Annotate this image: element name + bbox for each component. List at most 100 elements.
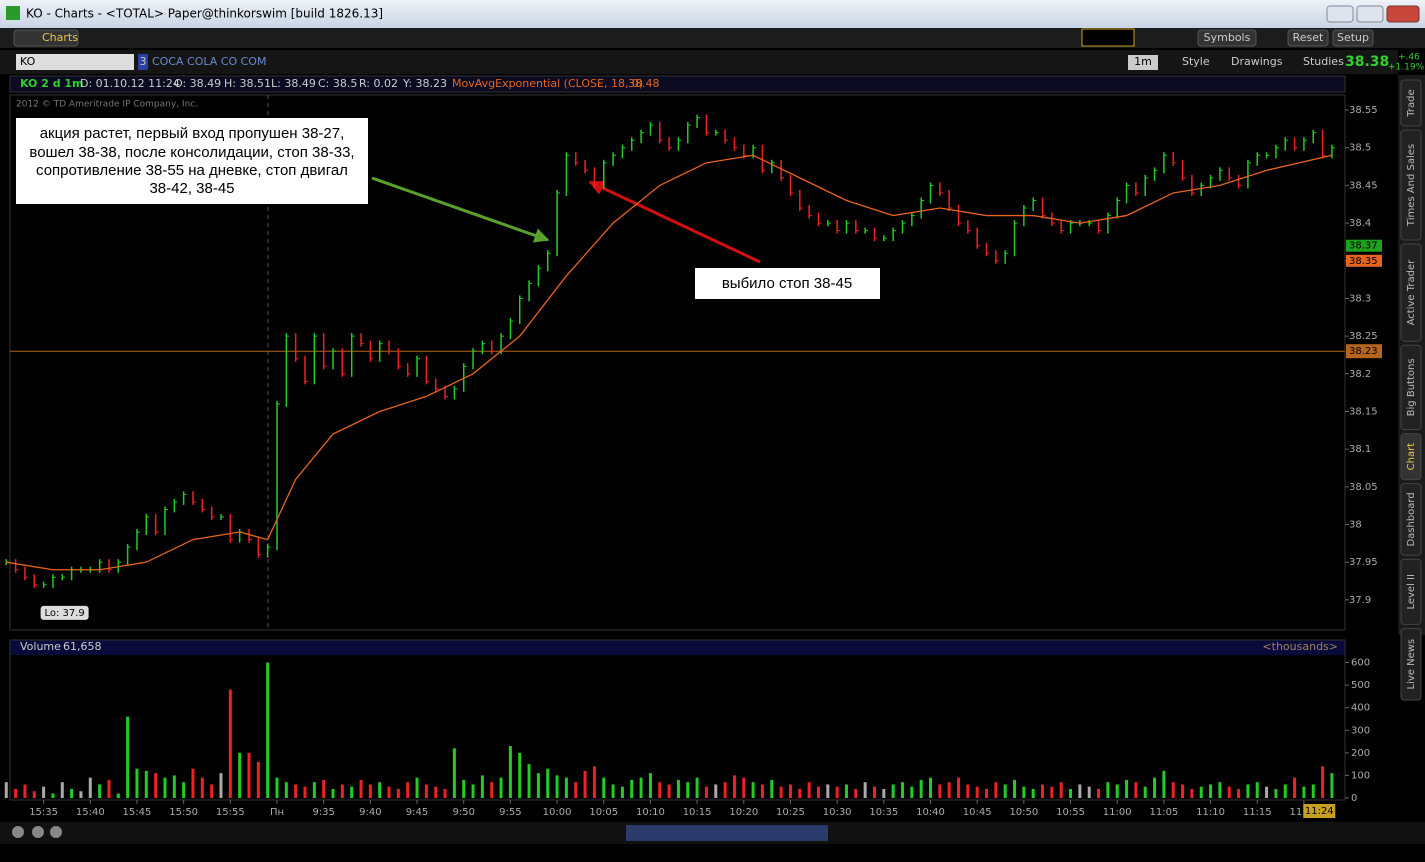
volume-bar bbox=[695, 777, 699, 798]
x-tick-label: 9:50 bbox=[452, 807, 474, 818]
sidebar-tab[interactable] bbox=[1400, 129, 1422, 241]
volume-bar bbox=[723, 782, 727, 798]
volume-bar bbox=[583, 770, 587, 798]
volume-bar bbox=[51, 793, 55, 798]
volume-bar bbox=[574, 782, 578, 798]
sidebar-tab[interactable] bbox=[1400, 558, 1422, 625]
drawings-button[interactable]: Drawings bbox=[1231, 55, 1283, 68]
volume-bar bbox=[508, 746, 512, 798]
volume-bar bbox=[60, 782, 64, 798]
volume-bar bbox=[919, 779, 923, 798]
symbols-button[interactable] bbox=[1197, 29, 1257, 47]
style-button[interactable]: Style bbox=[1182, 55, 1210, 68]
minimize-button[interactable] bbox=[1326, 5, 1354, 23]
x-tick-label: 15:35 bbox=[29, 807, 58, 818]
zoom-box[interactable] bbox=[32, 826, 44, 838]
volume-header bbox=[10, 640, 1345, 655]
volume-title: Volume bbox=[20, 640, 61, 653]
x-tick-label: 15:55 bbox=[216, 807, 245, 818]
volume-bar bbox=[1237, 788, 1241, 798]
volume-bar bbox=[499, 777, 503, 798]
volume-bar bbox=[564, 777, 568, 798]
x-tick-label: 10:45 bbox=[963, 807, 992, 818]
setup-button[interactable] bbox=[1332, 29, 1374, 47]
volume-bar bbox=[98, 784, 102, 798]
volume-bar bbox=[42, 786, 46, 798]
volume-bar bbox=[378, 782, 382, 798]
volume-bar bbox=[844, 784, 848, 798]
description: COCA COLA CO COM bbox=[152, 55, 266, 68]
zoom-in[interactable] bbox=[12, 826, 24, 838]
volume-bar bbox=[714, 784, 718, 798]
volume-bar bbox=[947, 782, 951, 798]
volume-bar bbox=[14, 788, 18, 798]
volume-bar bbox=[872, 786, 876, 798]
x-tick-label: 11:15 bbox=[1243, 807, 1272, 818]
volume-unit: <thousands> bbox=[1262, 640, 1338, 653]
y-tick-label: 38.3 bbox=[1349, 293, 1371, 304]
volume-bar bbox=[88, 777, 92, 798]
scroll-thumb[interactable] bbox=[626, 825, 828, 841]
volume-bar bbox=[770, 779, 774, 798]
sidebar-tab[interactable] bbox=[1400, 344, 1422, 431]
app-icon bbox=[6, 6, 20, 20]
y-tick-label: 300 bbox=[1351, 725, 1370, 736]
volume-bar bbox=[1069, 788, 1073, 798]
price-marker bbox=[1346, 239, 1382, 252]
zoom-out[interactable] bbox=[50, 826, 62, 838]
info-low: L: 38.49 bbox=[271, 77, 316, 90]
y-tick-label: 37.9 bbox=[1349, 595, 1371, 606]
info-bar bbox=[9, 75, 1346, 93]
low-label-box bbox=[40, 605, 89, 620]
close-button[interactable] bbox=[1386, 5, 1420, 23]
volume-bar bbox=[284, 782, 288, 798]
volume-bar bbox=[1125, 779, 1129, 798]
y-tick-label: 38.45 bbox=[1349, 180, 1378, 191]
y-tick-label: 600 bbox=[1351, 658, 1370, 669]
sidebar-tab[interactable] bbox=[1400, 433, 1422, 481]
volume-bar bbox=[182, 782, 186, 798]
sidebar: Trade Times And Sales Active Trader Big But… bbox=[1398, 75, 1425, 701]
volume-bar bbox=[107, 779, 111, 798]
volume-bar bbox=[1022, 786, 1026, 798]
x-tick-label: Пн bbox=[270, 807, 284, 818]
reset-button[interactable] bbox=[1287, 29, 1329, 47]
volume-bar bbox=[480, 775, 484, 798]
y-tick-label: 38.2 bbox=[1349, 369, 1371, 380]
sidebar-tab[interactable] bbox=[1400, 79, 1422, 127]
volume-bar bbox=[751, 782, 755, 798]
volume-bar bbox=[452, 748, 456, 798]
volume-bar bbox=[387, 786, 391, 798]
volume-bar bbox=[854, 788, 858, 798]
volume-bar bbox=[630, 779, 634, 798]
maximize-button[interactable] bbox=[1356, 5, 1384, 23]
volume-bar bbox=[966, 784, 970, 798]
aggregation-box[interactable] bbox=[1128, 55, 1158, 70]
info-name: KO 2 d 1m bbox=[20, 77, 84, 90]
info-range: R: 0.02 bbox=[359, 77, 398, 90]
link-box[interactable] bbox=[138, 54, 148, 70]
sidebar-tab[interactable] bbox=[1400, 483, 1422, 556]
volume-bar bbox=[742, 777, 746, 798]
volume-bar bbox=[938, 784, 942, 798]
sidebar-tab[interactable] bbox=[1400, 627, 1422, 701]
symbol-input[interactable] bbox=[16, 54, 134, 70]
volume-bar bbox=[396, 788, 400, 798]
sidebar-tab-label: Live News bbox=[1406, 639, 1417, 690]
reference-label: 38.23 bbox=[1349, 346, 1378, 357]
volume-bar bbox=[256, 761, 260, 798]
volume-bar bbox=[1274, 788, 1278, 798]
x-tick-label: 10:40 bbox=[916, 807, 945, 818]
volume-bar bbox=[32, 791, 36, 798]
charts-tab[interactable] bbox=[13, 29, 79, 47]
volume-bar bbox=[1218, 782, 1222, 798]
copyright: 2012 © TD Ameritrade IP Company, Inc. bbox=[16, 100, 198, 110]
y-tick-label: 38.55 bbox=[1349, 105, 1378, 116]
volume-bar bbox=[985, 788, 989, 798]
cursor-time-box bbox=[1303, 804, 1336, 818]
studies-button[interactable]: Studies bbox=[1303, 55, 1344, 68]
volume-bar bbox=[1153, 777, 1157, 798]
sidebar-tab[interactable] bbox=[1400, 243, 1422, 342]
volume-bar bbox=[443, 788, 447, 798]
volume-bar bbox=[368, 784, 372, 798]
